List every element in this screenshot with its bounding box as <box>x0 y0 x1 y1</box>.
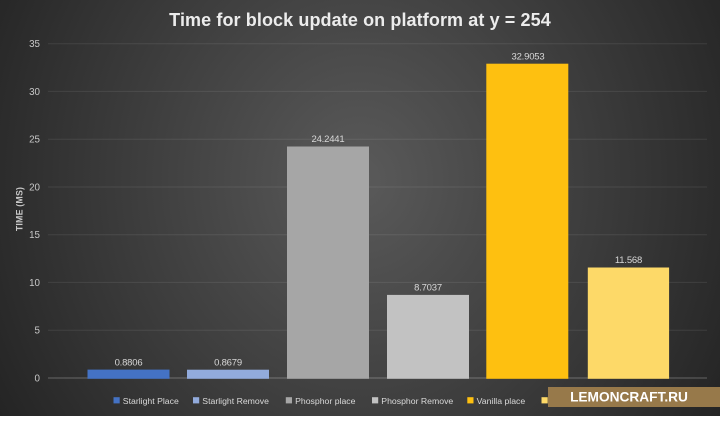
svg-text:0.8806: 0.8806 <box>115 357 143 368</box>
svg-text:Phosphor place: Phosphor place <box>295 396 356 406</box>
svg-text:24.2441: 24.2441 <box>312 134 345 145</box>
svg-text:LEMONCRAFT.RU: LEMONCRAFT.RU <box>570 390 688 405</box>
svg-text:Starlight Place: Starlight Place <box>123 396 179 406</box>
svg-text:0: 0 <box>35 374 41 385</box>
svg-text:Time for block update on platf: Time for block update on platform at y =… <box>169 10 551 30</box>
svg-text:35: 35 <box>29 39 40 50</box>
svg-text:20: 20 <box>29 183 40 194</box>
svg-text:15: 15 <box>29 230 40 241</box>
svg-text:30: 30 <box>29 87 40 98</box>
svg-text:10: 10 <box>29 278 40 289</box>
svg-text:Vanilla place: Vanilla place <box>477 396 526 406</box>
svg-text:5: 5 <box>35 326 41 337</box>
svg-text:Starlight Remove: Starlight Remove <box>202 396 269 406</box>
svg-text:0.8679: 0.8679 <box>214 357 242 368</box>
svg-text:TIME (MS): TIME (MS) <box>14 187 24 231</box>
svg-text:11.568: 11.568 <box>615 255 642 266</box>
svg-text:25: 25 <box>29 135 40 146</box>
svg-text:32.9053: 32.9053 <box>512 51 545 62</box>
svg-text:8.7037: 8.7037 <box>414 283 442 294</box>
svg-text:Phosphor Remove: Phosphor Remove <box>381 396 453 406</box>
